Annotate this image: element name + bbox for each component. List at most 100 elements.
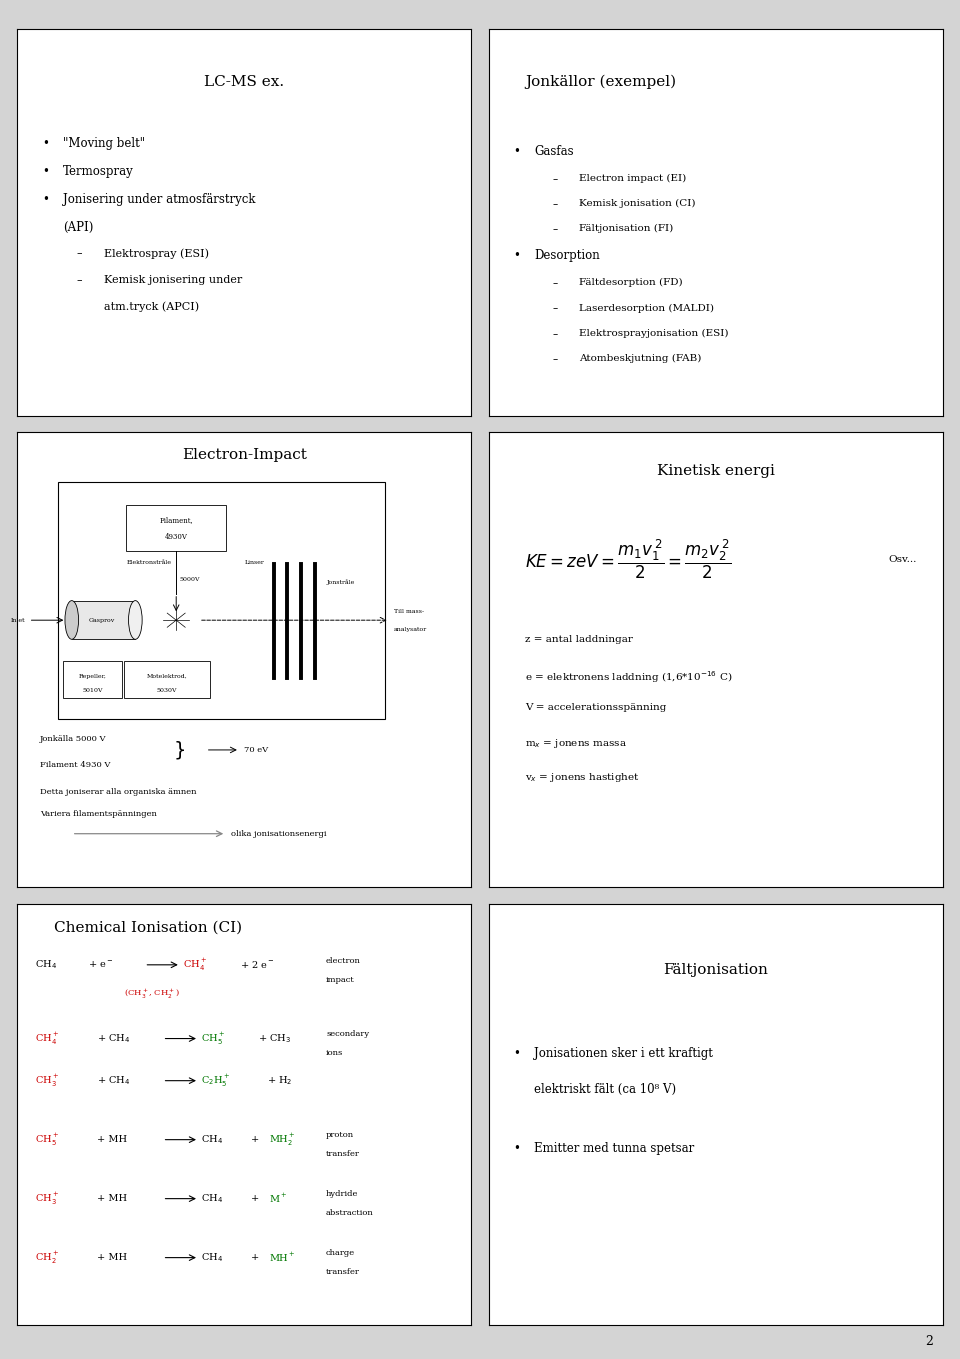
Text: MH$^+$: MH$^+$: [270, 1252, 296, 1264]
Text: Gasfas: Gasfas: [534, 145, 574, 158]
FancyBboxPatch shape: [59, 482, 385, 719]
FancyBboxPatch shape: [62, 662, 122, 699]
Text: (API): (API): [62, 220, 93, 234]
Text: •: •: [514, 145, 520, 158]
Text: Kinetisk energi: Kinetisk energi: [657, 463, 775, 478]
Text: }: }: [174, 741, 186, 760]
Text: Emitter med tunna spetsar: Emitter med tunna spetsar: [534, 1142, 694, 1155]
Text: Jonkällor (exempel): Jonkällor (exempel): [525, 75, 676, 90]
Text: Osv...: Osv...: [888, 554, 917, 564]
Text: + H$_2$: + H$_2$: [267, 1074, 293, 1087]
Text: transfer: transfer: [326, 1268, 360, 1276]
Text: Linser: Linser: [244, 560, 264, 564]
Text: Elektrosprayjonisation (ESI): Elektrosprayjonisation (ESI): [580, 329, 729, 338]
Text: •: •: [42, 137, 49, 149]
Text: CH$_3^+$: CH$_3^+$: [36, 1190, 60, 1207]
Text: –: –: [552, 198, 558, 209]
Text: Inlet: Inlet: [11, 618, 26, 622]
Text: Fältjonisation: Fältjonisation: [663, 962, 768, 977]
Text: electron: electron: [326, 957, 361, 965]
Text: 4930V: 4930V: [165, 533, 187, 541]
Text: CH$_2^+$: CH$_2^+$: [36, 1249, 60, 1265]
Text: + CH$_4$: + CH$_4$: [97, 1031, 130, 1045]
Text: Fältjonisation (FI): Fältjonisation (FI): [580, 224, 674, 234]
Text: CH$_3^+$: CH$_3^+$: [36, 1072, 60, 1089]
Text: CH$_5^+$: CH$_5^+$: [36, 1132, 60, 1148]
Text: + CH$_4$: + CH$_4$: [97, 1074, 130, 1087]
Text: impact: impact: [326, 976, 355, 984]
Text: Jonkälla 5000 V: Jonkälla 5000 V: [40, 735, 107, 743]
Text: + MH: + MH: [97, 1195, 127, 1203]
Text: •: •: [514, 1046, 520, 1060]
Text: (CH$_3^+$, CH$_2^+$): (CH$_3^+$, CH$_2^+$): [124, 987, 180, 1002]
Text: Fältdesorption (FD): Fältdesorption (FD): [580, 279, 684, 288]
Text: charge: charge: [326, 1249, 355, 1257]
Text: Filament,: Filament,: [159, 516, 193, 525]
Text: Filament 4930 V: Filament 4930 V: [40, 761, 110, 769]
Text: proton: proton: [326, 1132, 354, 1139]
Text: Desorption: Desorption: [534, 249, 600, 262]
Text: Electron impact (EI): Electron impact (EI): [580, 174, 686, 183]
Text: + 2 e$^-$: + 2 e$^-$: [240, 959, 275, 970]
Text: + MH: + MH: [97, 1135, 127, 1144]
Text: olika jonisationsenergi: olika jonisationsenergi: [230, 830, 326, 837]
Text: atm.tryck (APCI): atm.tryck (APCI): [104, 302, 199, 311]
Text: •: •: [514, 249, 520, 262]
Text: CH$_4^+$: CH$_4^+$: [183, 957, 207, 973]
Text: 5010V: 5010V: [82, 688, 103, 693]
Text: Termospray: Termospray: [62, 164, 133, 178]
FancyBboxPatch shape: [124, 662, 210, 699]
Text: –: –: [552, 353, 558, 364]
FancyBboxPatch shape: [72, 601, 135, 639]
Text: Chemical Ionisation (CI): Chemical Ionisation (CI): [54, 920, 242, 935]
Text: + MH: + MH: [97, 1253, 127, 1263]
Text: –: –: [552, 303, 558, 314]
Text: Jonstråle: Jonstråle: [326, 579, 354, 586]
Text: 2: 2: [925, 1335, 933, 1348]
Text: Elektronstråle: Elektronstråle: [127, 560, 171, 564]
FancyBboxPatch shape: [127, 506, 227, 550]
Text: CH$_4$: CH$_4$: [202, 1133, 224, 1146]
Text: $KE = zeV = \dfrac{m_1 v_1^{\,2}}{2} = \dfrac{m_2 v_2^{\,2}}{2}$: $KE = zeV = \dfrac{m_1 v_1^{\,2}}{2} = \…: [525, 538, 732, 582]
Text: •: •: [42, 164, 49, 178]
Ellipse shape: [129, 601, 142, 639]
Text: Variera filamentspänningen: Variera filamentspänningen: [40, 810, 156, 818]
Text: –: –: [552, 329, 558, 338]
Text: Till mass-: Till mass-: [395, 609, 424, 613]
Text: Atombeskjutning (FAB): Atombeskjutning (FAB): [580, 353, 702, 363]
Text: abstraction: abstraction: [326, 1210, 373, 1218]
Text: Jonisationen sker i ett kraftigt: Jonisationen sker i ett kraftigt: [534, 1046, 713, 1060]
Text: CH$_4$: CH$_4$: [202, 1192, 224, 1205]
Text: transfer: transfer: [326, 1151, 360, 1158]
Text: Kemisk jonisering under: Kemisk jonisering under: [104, 275, 242, 285]
Text: m$_x$ = jonens massa: m$_x$ = jonens massa: [525, 737, 627, 750]
Text: Motelektrod,: Motelektrod,: [147, 674, 187, 678]
Text: Electron-Impact: Electron-Impact: [181, 448, 307, 462]
Text: Jonisering under atmosfärstryck: Jonisering under atmosfärstryck: [62, 193, 255, 205]
Text: •: •: [514, 1142, 520, 1155]
Text: •: •: [42, 193, 49, 205]
Text: 5000V: 5000V: [180, 578, 200, 582]
Text: Repeller,: Repeller,: [79, 674, 107, 678]
Text: V = accelerationsspänning: V = accelerationsspänning: [525, 703, 666, 712]
Text: –: –: [552, 279, 558, 288]
Text: Gasprov: Gasprov: [88, 618, 114, 622]
Text: 5030V: 5030V: [156, 688, 178, 693]
Text: –: –: [76, 275, 82, 285]
Text: "Moving belt": "Moving belt": [62, 137, 145, 149]
Text: CH$_5^+$: CH$_5^+$: [202, 1030, 226, 1046]
Text: Elektrospray (ESI): Elektrospray (ESI): [104, 249, 208, 260]
Text: analysator: analysator: [395, 626, 427, 632]
Text: MH$_2^+$: MH$_2^+$: [270, 1132, 296, 1148]
Text: Laserdesorption (MALDI): Laserdesorption (MALDI): [580, 303, 714, 313]
Text: –: –: [552, 174, 558, 183]
Text: 70 eV: 70 eV: [244, 746, 269, 754]
Text: LC-MS ex.: LC-MS ex.: [204, 75, 284, 90]
Text: Kemisk jonisation (CI): Kemisk jonisation (CI): [580, 198, 696, 208]
Text: + CH$_3$: + CH$_3$: [258, 1031, 291, 1045]
Text: CH$_4$: CH$_4$: [36, 958, 58, 972]
Text: C$_2$H$_5^+$: C$_2$H$_5^+$: [202, 1072, 230, 1089]
Text: –: –: [552, 224, 558, 234]
Text: +: +: [252, 1253, 259, 1263]
Text: CH$_4^+$: CH$_4^+$: [36, 1030, 60, 1046]
